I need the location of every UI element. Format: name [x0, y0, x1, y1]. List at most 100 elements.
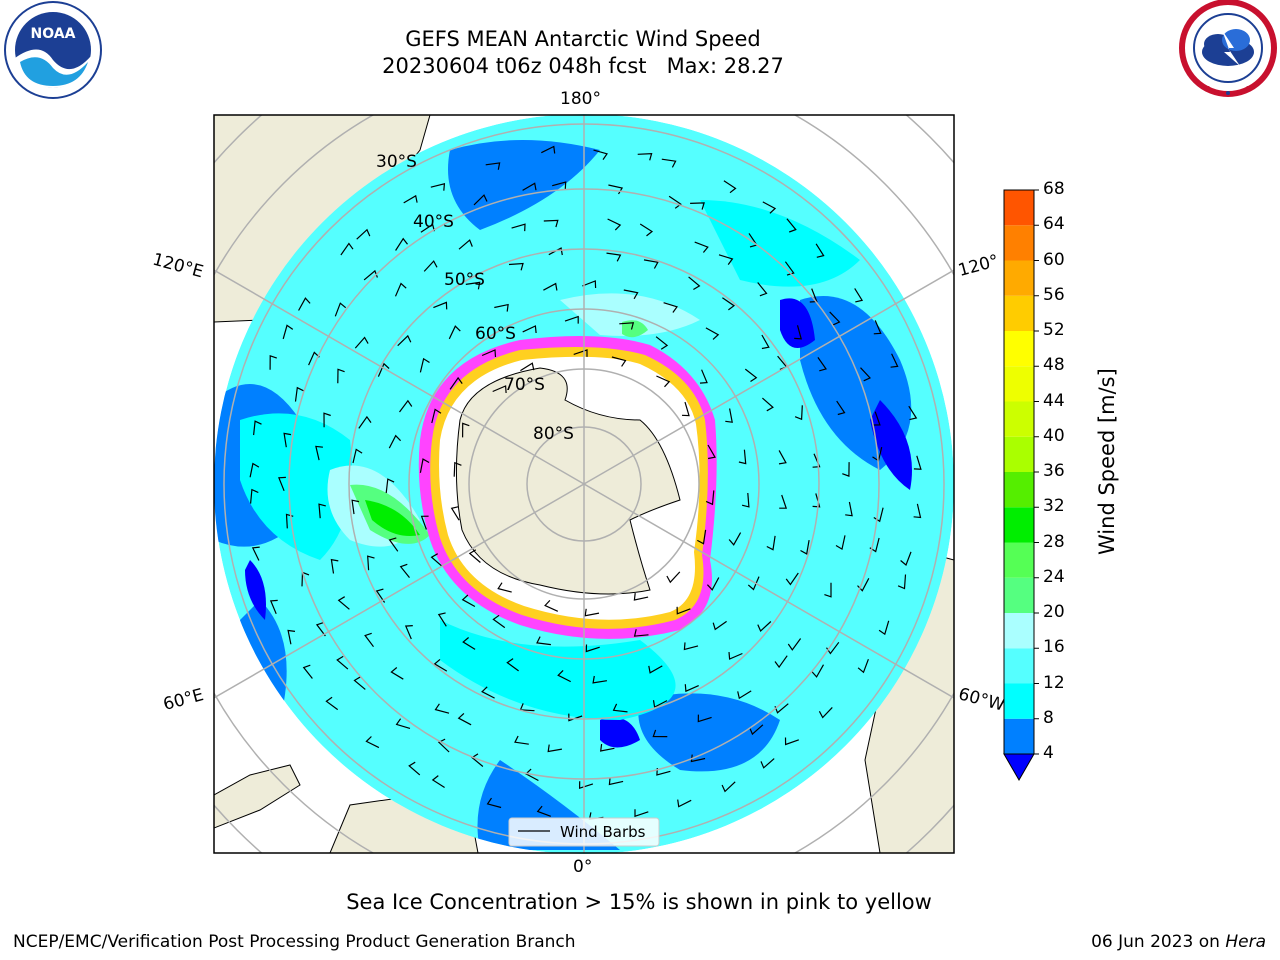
- wind-barb: [269, 354, 277, 370]
- wind-barb: [433, 301, 448, 310]
- wind-barb: [784, 737, 800, 746]
- wind-barb: [522, 325, 537, 334]
- wind-barb: [457, 712, 472, 726]
- wind-barb: [547, 744, 563, 753]
- wind-barb: [356, 228, 371, 240]
- wind-barb: [873, 507, 884, 523]
- wind-barb: [294, 386, 304, 402]
- wind-barb: [845, 501, 853, 517]
- wind-barb: [817, 357, 827, 372]
- colorbar-tick-label: 48: [1043, 355, 1065, 376]
- wind-barb: [388, 537, 399, 552]
- colorbar-segment: [1004, 613, 1034, 649]
- colorbar-segment: [1004, 190, 1034, 226]
- wind-barb: [633, 629, 649, 637]
- wind-barb: [787, 638, 802, 651]
- colorbar-tick-label: 52: [1043, 320, 1065, 340]
- colorbar-tick-label: 68: [1043, 179, 1065, 199]
- wind-barb: [315, 622, 326, 637]
- lon-label-bottom: 0°: [573, 857, 593, 877]
- wind-barb: [508, 262, 524, 271]
- wind-barb: [707, 444, 716, 460]
- lat-label-40s: 40°S: [413, 212, 454, 232]
- wind-barb: [377, 362, 390, 377]
- wind-barb: [585, 644, 600, 653]
- wind-barb: [395, 237, 408, 251]
- colorbar: [1003, 189, 1039, 782]
- colorbar-tick-label: 32: [1043, 496, 1065, 517]
- wind-barb: [573, 349, 588, 357]
- wind-barb: [578, 781, 594, 790]
- colorbar-tick-label: 4: [1043, 743, 1054, 763]
- wind-barb: [352, 448, 363, 464]
- wind-barb: [688, 276, 701, 291]
- wind-barb: [666, 571, 681, 584]
- nws-logo: [1179, 0, 1277, 97]
- colorbar-tick-label: 8: [1043, 707, 1054, 728]
- wind-barb: [749, 724, 764, 736]
- wind-barb: [336, 655, 349, 670]
- wind-barb: [462, 422, 470, 438]
- colorbar-segment: [1004, 436, 1034, 472]
- wind-barb: [761, 334, 770, 350]
- wind-barb: [481, 349, 497, 358]
- wind-barb: [608, 777, 624, 786]
- wind-barb: [762, 397, 774, 412]
- wind-barb: [652, 700, 668, 709]
- wind-barb: [661, 158, 677, 168]
- wind-barb: [399, 399, 413, 413]
- wind-barb: [890, 353, 899, 368]
- colorbar-tick-label: 12: [1043, 672, 1065, 693]
- wind-barb: [623, 289, 639, 300]
- wind-barb: [430, 183, 446, 191]
- wind-barb: [365, 736, 380, 749]
- wind-barb: [354, 336, 369, 349]
- wind-barb: [485, 162, 501, 170]
- wind-barb: [282, 324, 294, 340]
- wind-barb: [766, 535, 776, 551]
- colorbar-segment: [1004, 577, 1034, 613]
- wind-barb: [857, 658, 869, 674]
- wind-barb: [633, 593, 649, 601]
- wind-barb: [606, 252, 622, 262]
- colorbar-segment: [1004, 648, 1034, 684]
- wind-barb: [663, 302, 678, 313]
- wind-barb: [728, 532, 742, 546]
- wind-barb: [367, 555, 375, 571]
- wind-barb: [437, 612, 447, 627]
- map-frame: [213, 114, 955, 854]
- wind-barb: [721, 781, 736, 793]
- colorbar-segment: [1004, 331, 1034, 367]
- wind-barb: [481, 686, 495, 699]
- wind-barb: [492, 385, 507, 394]
- wind-barb: [419, 357, 430, 373]
- wind-barb: [461, 594, 476, 608]
- wind-barb: [564, 315, 579, 324]
- wind-barb: [634, 809, 649, 818]
- wind-barb: [388, 434, 402, 449]
- wind-barb: [718, 254, 734, 265]
- wind-barb: [315, 445, 323, 461]
- wind-barb: [283, 432, 292, 448]
- wind-barb: [872, 411, 881, 426]
- wind-barb: [552, 181, 567, 190]
- wind-barb: [337, 368, 345, 384]
- wind-barb: [337, 596, 350, 610]
- wind-barb: [592, 675, 607, 684]
- wind-barb: [584, 608, 600, 617]
- wind-barb: [593, 149, 608, 160]
- colorbar-tick-label: 36: [1043, 461, 1065, 481]
- wind-barb: [599, 744, 615, 752]
- wind-barb: [683, 642, 699, 651]
- wind-barb: [757, 282, 768, 297]
- wind-barb: [607, 218, 622, 231]
- wind-barb: [655, 336, 669, 350]
- wind-barb: [694, 241, 709, 253]
- wind-barb: [784, 261, 795, 276]
- colorbar-tick-label: 28: [1043, 531, 1065, 552]
- chart-subtitle: 20230604 t06z 048h fcst Max: 28.27: [382, 54, 784, 78]
- wind-barb: [430, 553, 443, 567]
- wind-barb: [836, 400, 846, 416]
- wind-barb: [536, 805, 552, 817]
- wind-barb: [913, 503, 922, 519]
